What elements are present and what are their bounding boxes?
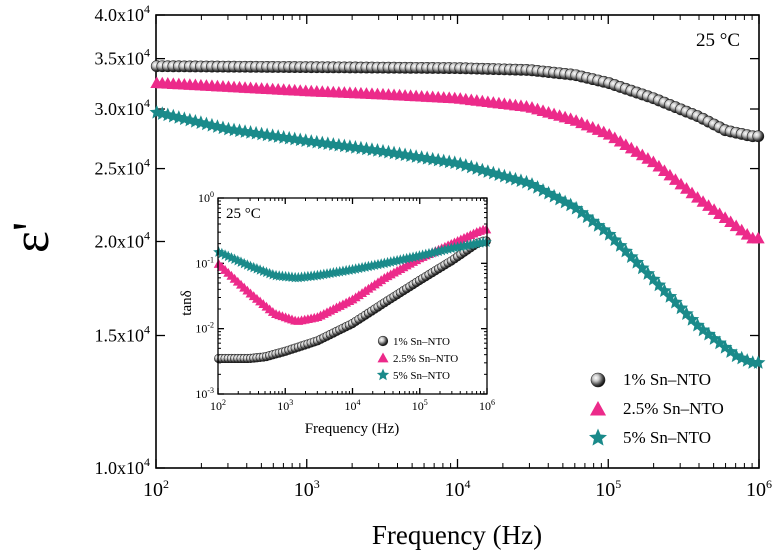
y-tick-label: 1.0x104	[95, 455, 151, 478]
inset-temperature-annotation: 25 °C	[226, 206, 261, 222]
data-point	[679, 306, 694, 320]
inset-legend-label-1: 1% Sn–NTO	[393, 336, 450, 348]
x-tick-label: 106	[746, 477, 772, 501]
series-2	[150, 76, 765, 244]
data-point	[481, 224, 492, 234]
inset-legend-label-3: 5% Sn–NTO	[393, 370, 450, 382]
data-point	[646, 271, 661, 286]
inset-chart: 102 103 104 105 106 10-3 10-2 10-1 100 tanδ Freq…	[179, 190, 495, 437]
x-tick-label: 102	[143, 477, 169, 501]
legend-marker-1	[377, 335, 389, 347]
legend-marker-2	[377, 352, 389, 363]
y-tick-label: 10-2	[195, 321, 214, 336]
data-point	[751, 355, 766, 369]
y-tick-label: 10-1	[195, 255, 214, 270]
data-point	[657, 283, 672, 297]
y-tick-label: 3.5x104	[95, 46, 151, 69]
x-tick-label: 105	[412, 398, 428, 413]
inset-y-axis-title: tanδ	[179, 290, 195, 315]
main-y-axis-title: ε'	[3, 222, 60, 253]
legend-marker-1	[590, 372, 606, 388]
y-tick-label: 3.0x104	[95, 96, 151, 119]
series-3	[213, 236, 492, 283]
inset-plot-frame	[217, 197, 488, 395]
x-tick-label: 103	[277, 398, 293, 413]
legend-marker-3	[589, 428, 607, 446]
data-point	[752, 130, 765, 143]
main-legend-label-3: 5% Sn–NTO	[623, 428, 711, 447]
data-point	[673, 300, 689, 315]
y-tick-label: 100	[198, 190, 214, 205]
x-tick-label: 102	[210, 398, 226, 413]
inset-legend: 1% Sn–NTO 2.5% Sn–NTO 5% Sn–NTO	[376, 335, 458, 382]
y-tick-label: 2.5x104	[95, 156, 151, 179]
main-legend: 1% Sn–NTO 2.5% Sn–NTO 5% Sn–NTO	[589, 370, 724, 447]
data-point	[684, 312, 700, 326]
data-point	[751, 231, 765, 244]
series-1	[214, 236, 491, 364]
y-tick-label: 4.0x104	[95, 2, 151, 25]
series-3	[149, 104, 766, 369]
x-tick-label: 105	[595, 477, 621, 501]
main-legend-label-1: 1% Sn–NTO	[623, 370, 711, 389]
data-point	[668, 294, 683, 309]
x-tick-label: 103	[294, 477, 320, 501]
y-tick-label: 10-3	[195, 386, 214, 401]
main-x-axis-title: Frequency (Hz)	[372, 520, 542, 550]
data-point	[480, 236, 492, 247]
data-point	[651, 277, 667, 292]
main-chart: 102 103 104 105 106 1.0x104 1.5x104 2.0x104 2.5x…	[3, 2, 772, 550]
legend-marker-3	[376, 368, 390, 381]
series-1	[150, 60, 765, 143]
main-temperature-annotation: 25 °C	[696, 30, 740, 51]
y-tick-label: 2.0x104	[95, 229, 151, 252]
x-tick-label: 104	[345, 398, 361, 413]
x-tick-label: 106	[479, 398, 495, 413]
y-tick-label: 1.5x104	[95, 323, 151, 346]
legend-marker-2	[589, 400, 607, 416]
main-legend-label-2: 2.5% Sn–NTO	[623, 399, 724, 418]
x-tick-label: 104	[445, 477, 471, 501]
inset-legend-label-2: 2.5% Sn–NTO	[393, 353, 458, 365]
data-point	[662, 289, 678, 303]
inset-x-axis-title: Frequency (Hz)	[305, 421, 400, 437]
